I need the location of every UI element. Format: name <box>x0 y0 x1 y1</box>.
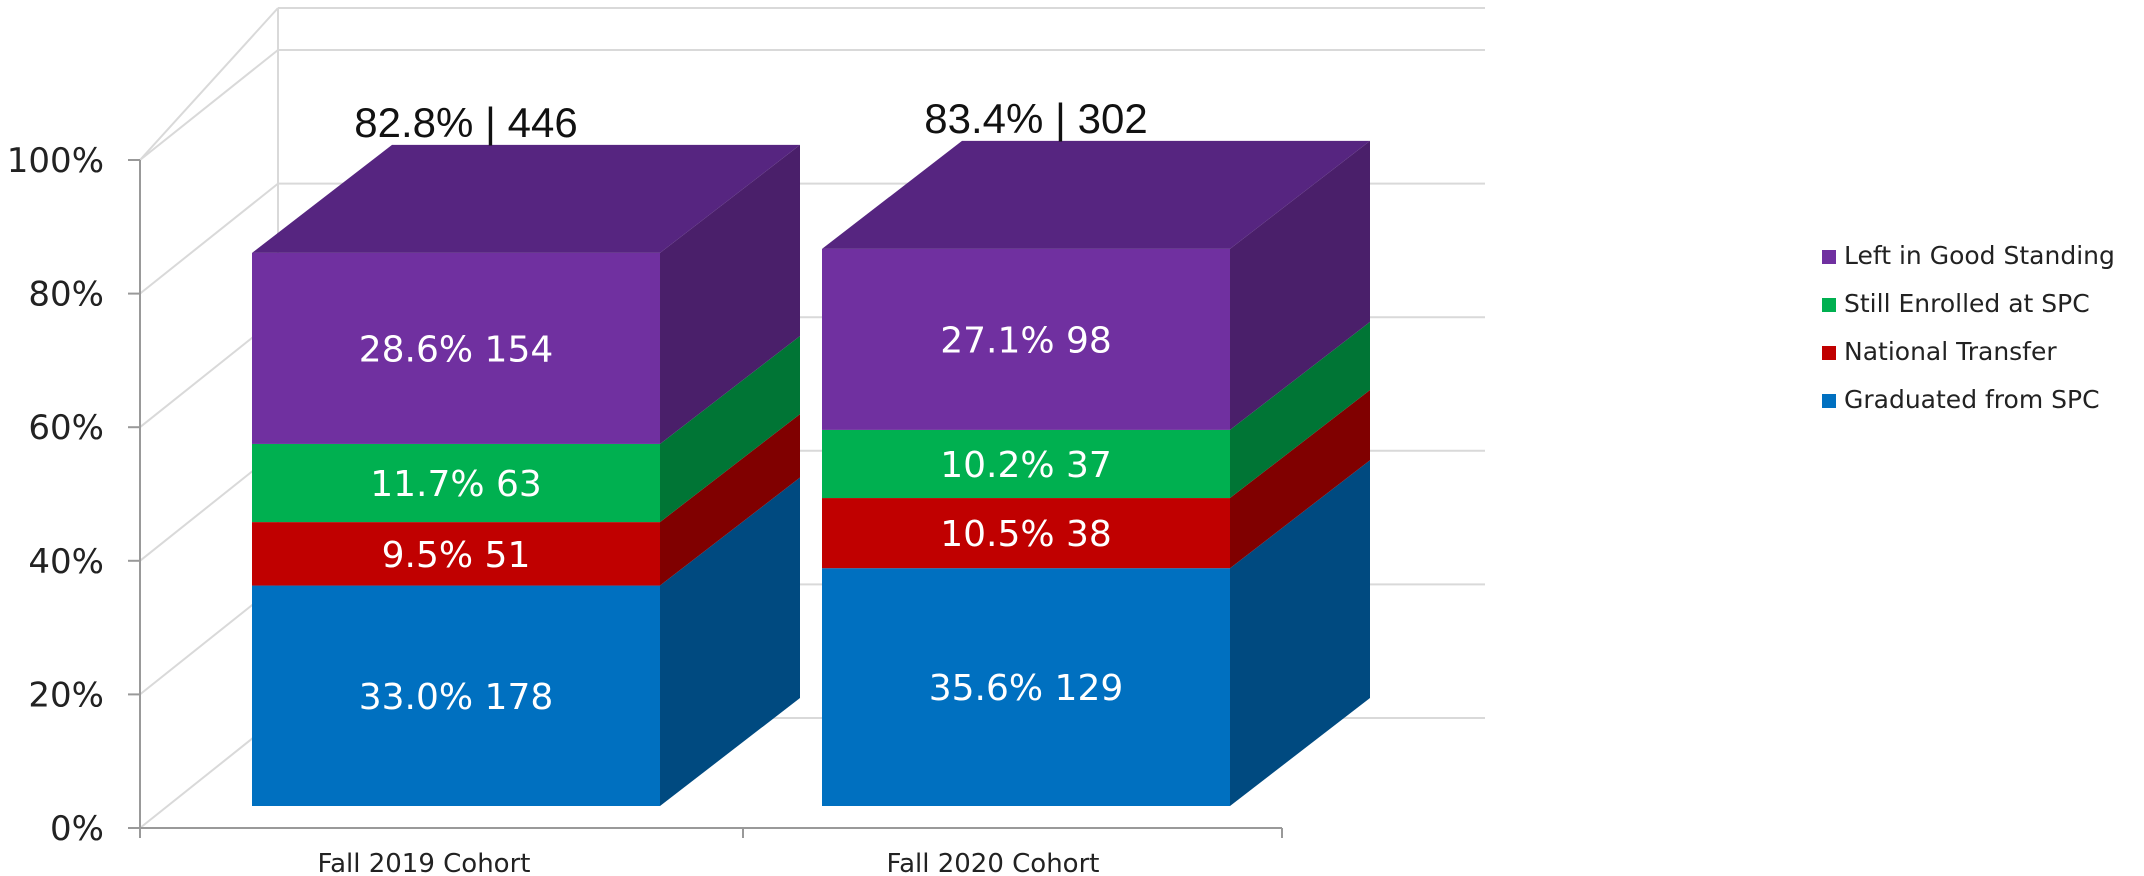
bar-top-face <box>252 144 800 253</box>
bar-side-national-transfer <box>660 414 800 586</box>
gridline-diagonal <box>139 182 279 295</box>
legend-label: National Transfer <box>1844 337 2057 366</box>
chart-data-labels: 33.0% 178 9.5% 51 11.7% 63 28.6% 154 82.8% |… <box>354 95 1147 718</box>
gridline-diagonal <box>139 49 279 161</box>
total-label: 82.8% | 446 <box>354 99 577 146</box>
bar-segment-graduated-from-spc <box>252 585 660 806</box>
legend-swatch <box>1822 346 1836 360</box>
y-tick-label: 60% <box>28 408 104 448</box>
bar-side-left-in-good-standing <box>1230 140 1370 430</box>
data-label: 33.0% 178 <box>359 677 554 718</box>
y-tick-label: 100% <box>7 141 104 181</box>
bar-segment-still-enrolled-at-spc <box>822 429 1230 499</box>
bar-segment-still-enrolled-at-spc <box>252 443 660 523</box>
legend-label: Still Enrolled at SPC <box>1844 289 2090 318</box>
legend-label: Graduated from SPC <box>1844 385 2100 414</box>
chart-bars <box>252 140 1370 806</box>
bar-side-national-transfer <box>1230 390 1370 569</box>
side-wall-top <box>139 7 279 161</box>
bar-segment-left-in-good-standing <box>252 252 660 444</box>
bar-side-still-enrolled-at-spc <box>1230 321 1370 499</box>
y-tick-label: 40% <box>28 542 104 582</box>
bar-segment-graduated-from-spc <box>822 568 1230 806</box>
chart-legend: Left in Good Standing Still Enrolled at S… <box>1822 241 2115 414</box>
data-label: 27.1% 98 <box>940 320 1112 361</box>
bar-segment-national-transfer <box>252 522 660 586</box>
data-label: 10.2% 37 <box>940 445 1112 486</box>
bar-side-graduated-from-spc <box>660 477 800 806</box>
data-label: 35.6% 129 <box>929 668 1124 709</box>
data-label: 9.5% 51 <box>382 535 531 576</box>
bar-segment-left-in-good-standing <box>822 248 1230 430</box>
data-label: 28.6% 154 <box>359 329 554 370</box>
total-label: 83.4% | 302 <box>924 95 1147 142</box>
x-category-label: Fall 2020 Cohort <box>887 849 1100 876</box>
legend-swatch <box>1822 250 1836 264</box>
bar-top-face <box>822 140 1370 249</box>
chart-axes: 0% 20% 40% 60% 80% 100% Fall 2019 Cohort Fall 2… <box>7 141 1283 876</box>
data-label: 10.5% 38 <box>940 514 1112 555</box>
x-category-label: Fall 2019 Cohort <box>318 849 531 876</box>
legend-swatch <box>1822 394 1836 408</box>
legend-swatch <box>1822 298 1836 312</box>
data-label: 11.7% 63 <box>370 464 542 505</box>
y-tick-label: 80% <box>28 275 104 315</box>
legend-label: Left in Good Standing <box>1844 241 2115 270</box>
bar-side-graduated-from-spc <box>1230 460 1370 806</box>
bar-side-still-enrolled-at-spc <box>660 335 800 523</box>
y-tick-label: 20% <box>28 675 104 715</box>
bar-side-left-in-good-standing <box>660 144 800 444</box>
bar-segment-national-transfer <box>822 498 1230 569</box>
y-tick-label: 0% <box>50 809 104 849</box>
